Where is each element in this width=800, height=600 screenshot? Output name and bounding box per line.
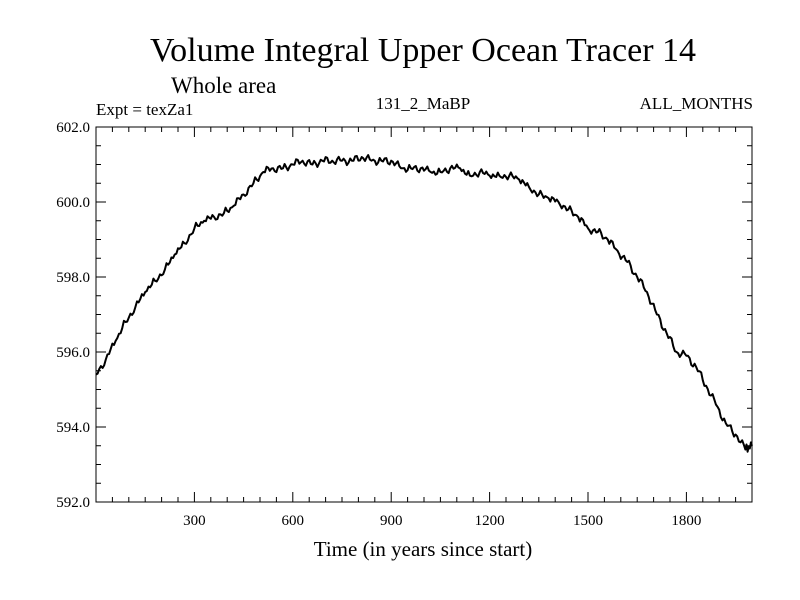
- series-line: [95, 154, 753, 453]
- y-tick-label: 600.0: [56, 195, 90, 211]
- x-tick-label: 1500: [573, 513, 603, 529]
- y-tick-label: 594.0: [56, 420, 90, 436]
- x-tick-label: 600: [282, 513, 305, 529]
- axis-ticks: [96, 127, 752, 502]
- x-tick-label: 1800: [671, 513, 701, 529]
- axis-tick-labels: 300 600 900 1200 1500 1800 592.0 594.0 596.0 598.…: [56, 120, 701, 529]
- chart-subtitle: Whole area: [171, 73, 277, 98]
- x-tick-label: 900: [380, 513, 403, 529]
- x-tick-label: 1200: [475, 513, 505, 529]
- y-tick-label: 592.0: [56, 495, 90, 511]
- x-tick-label: 300: [183, 513, 206, 529]
- run-id-label: 131_2_MaBP: [375, 94, 471, 113]
- plot-frame: [95, 126, 753, 503]
- y-tick-label: 602.0: [56, 120, 90, 136]
- experiment-label: Expt = texZa1: [96, 100, 194, 119]
- x-axis-label: Time (in years since start): [313, 537, 533, 561]
- y-tick-label: 598.0: [56, 270, 90, 286]
- period-label: ALL_MONTHS: [639, 94, 753, 113]
- chart-title: Volume Integral Upper Ocean Tracer 14: [149, 32, 697, 69]
- y-tick-label: 596.0: [56, 345, 90, 361]
